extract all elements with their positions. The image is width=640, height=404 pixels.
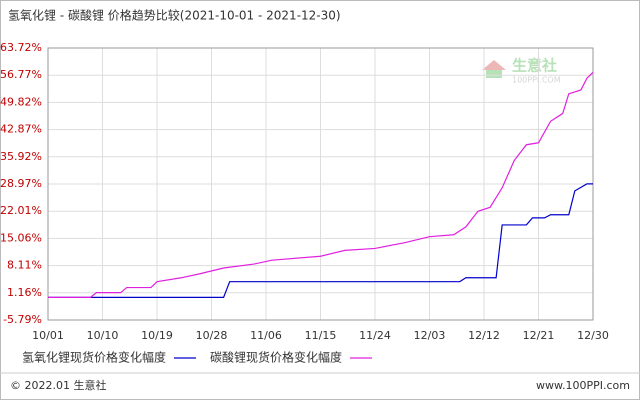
x-tick-label: 11/15	[305, 329, 337, 342]
x-tick-label: 10/01	[32, 329, 64, 342]
watermark-logo	[482, 60, 506, 70]
y-tick-label: 22.01%	[0, 204, 42, 217]
y-tick-label: 1.16%	[7, 286, 42, 299]
legend-label: 碳酸锂现货价格变化幅度	[210, 350, 342, 365]
x-tick-label: 10/10	[87, 329, 119, 342]
y-tick-label: 8.11%	[7, 259, 42, 272]
series-line	[48, 183, 593, 298]
y-tick-label: -5.79%	[3, 313, 42, 326]
watermark-name: 生意社	[512, 57, 557, 75]
y-tick-label: 28.97%	[0, 177, 42, 190]
x-tick-label: 10/19	[141, 329, 173, 342]
y-tick-label: 35.92%	[0, 150, 42, 163]
series-line	[48, 71, 594, 298]
watermark-site: 100PPI.COM	[512, 76, 561, 85]
legend-label: 氢氧化锂现货价格变化幅度	[22, 350, 166, 365]
x-tick-label: 12/21	[523, 329, 555, 342]
y-tick-label: 49.82%	[0, 95, 42, 108]
footer-copyright: © 2022.01 生意社	[10, 378, 106, 392]
footer-site: www.100PPI.com	[536, 379, 630, 392]
watermark: 生意社 100PPI.COM	[482, 57, 561, 85]
y-tick-label: 42.87%	[0, 123, 42, 136]
x-tick-label: 12/12	[468, 329, 500, 342]
x-tick-label: 10/28	[196, 329, 228, 342]
watermark-logo	[486, 70, 502, 78]
x-tick-label: 12/03	[414, 329, 446, 342]
y-tick-label: 63.72%	[0, 41, 42, 54]
chart-title: 氢氧化锂 - 碳酸锂 价格趋势比较(2021-10-01 - 2021-12-3…	[8, 8, 341, 23]
x-tick-label: 11/06	[250, 329, 282, 342]
y-tick-label: 15.06%	[0, 231, 42, 244]
y-tick-label: 56.77%	[0, 68, 42, 81]
x-tick-label: 11/24	[359, 329, 391, 342]
x-tick-label: 12/30	[577, 329, 609, 342]
